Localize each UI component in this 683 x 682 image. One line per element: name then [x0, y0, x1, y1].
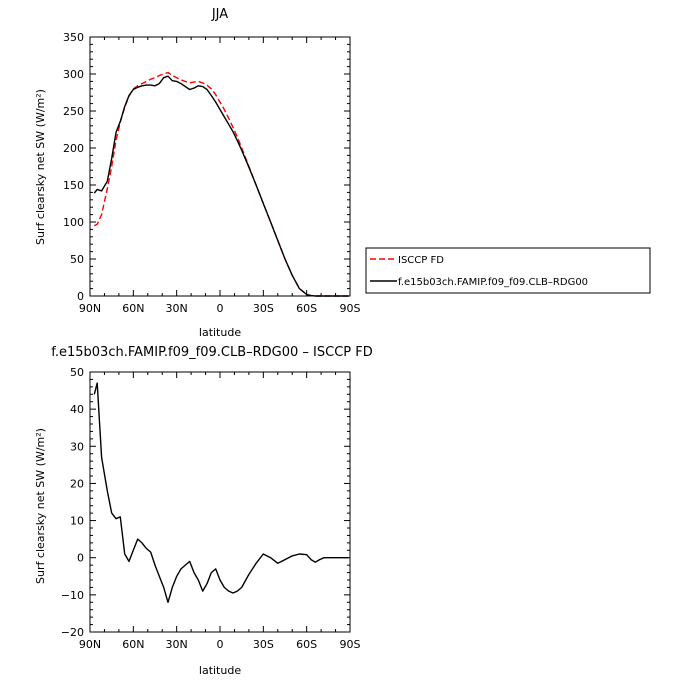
bottom-chart-frame: [89, 371, 351, 633]
bottom-chart-y-axis-label: Surf clearsky net SW (W/m²): [34, 428, 47, 584]
bottom-chart-y-tick-label: −10: [61, 589, 84, 602]
bottom-chart-y-tick-label: 50: [70, 366, 84, 379]
bottom-chart-y-tick-label: 20: [70, 477, 84, 490]
bottom-chart-x-tick-label: 60N: [122, 638, 144, 651]
top-chart-x-tick-label: 90N: [79, 302, 101, 315]
top-chart-series-line-0: [93, 71, 349, 297]
top-chart-y-tick-label: 350: [63, 31, 84, 44]
top-chart-x-tick-label: 30N: [166, 302, 188, 315]
top-chart-y-tick-label: 0: [77, 290, 84, 303]
top-chart-y-tick-label: 100: [63, 216, 84, 229]
top-chart-y-tick-label: 250: [63, 105, 84, 118]
top-chart-x-tick-label: 0: [217, 302, 224, 315]
top-chart-frame: [89, 36, 351, 297]
bottom-chart-x-axis-label: latitude: [199, 664, 241, 677]
top-chart-x-tick-label: 90S: [340, 302, 361, 315]
bottom-chart-x-tick-label: 30S: [253, 638, 274, 651]
top-chart-y-tick-label: 50: [70, 253, 84, 266]
top-chart-y-tick-label: 300: [63, 68, 84, 81]
legend-entry-label: ISCCP FD: [398, 255, 444, 266]
bottom-chart-y-tick-label: 10: [70, 515, 84, 528]
top-chart-x-tick-label: 30S: [253, 302, 274, 315]
top-chart-y-axis-label: Surf clearsky net SW (W/m²): [34, 89, 47, 245]
top-chart-x-axis-label: latitude: [199, 326, 241, 339]
legend-box: [365, 247, 651, 294]
bottom-chart-x-tick-label: 90S: [340, 638, 361, 651]
top-chart-x-tick-label: 60S: [296, 302, 317, 315]
top-chart-legend: ISCCP FD f.e15b03ch.FAMIP.f09_f09.CLB–RDG…: [365, 247, 651, 294]
bottom-chart-y-tick-label: 30: [70, 440, 84, 453]
bottom-chart-x-tick-label: 0: [217, 638, 224, 651]
bottom-chart-y-tick-label: 0: [77, 552, 84, 565]
bottom-chart-x-tick-label: 60S: [296, 638, 317, 651]
top-chart-x-tick-label: 60N: [122, 302, 144, 315]
bottom-chart-y-tick-label: −20: [61, 626, 84, 639]
bottom-chart-series-line-0: [93, 382, 349, 603]
bottom-chart-x-tick-label: 90N: [79, 638, 101, 651]
legend-entry-label: f.e15b03ch.FAMIP.f09_f09.CLB–RDG00: [398, 277, 588, 288]
bottom-chart: f.e15b03ch.FAMIP.f09_f09.CLB–RDG00 – ISC…: [34, 345, 373, 677]
bottom-chart-y-tick-label: 40: [70, 403, 84, 416]
top-chart: JJA Surf clearsky net SW (W/m²) latitude…: [34, 7, 361, 339]
bottom-chart-title: f.e15b03ch.FAMIP.f09_f09.CLB–RDG00 – ISC…: [51, 345, 373, 360]
top-chart-y-tick-label: 200: [63, 142, 84, 155]
top-chart-series-line-1: [93, 75, 349, 297]
bottom-chart-x-tick-label: 30N: [166, 638, 188, 651]
top-chart-y-tick-label: 150: [63, 179, 84, 192]
top-chart-title: JJA: [211, 7, 228, 22]
